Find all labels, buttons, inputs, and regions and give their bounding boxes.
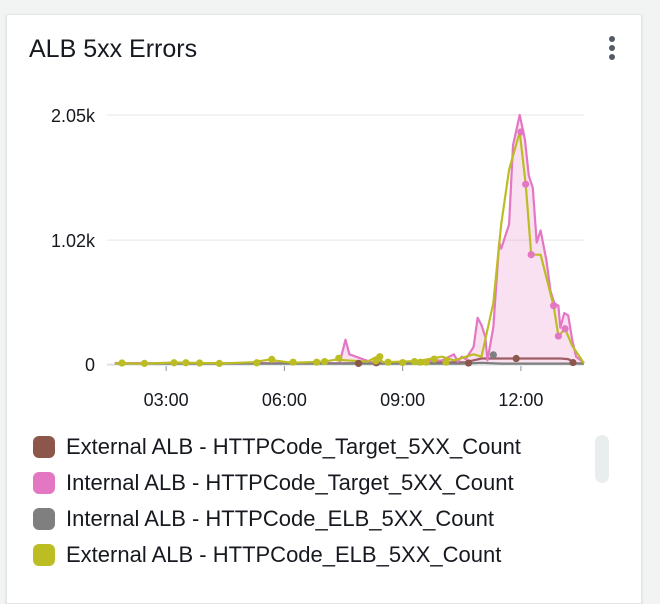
legend-scrollbar[interactable] — [595, 435, 609, 483]
data-point — [464, 359, 473, 367]
chart-plot: 0 1.02k 2.05k 03:00 06:00 09:00 12:00 — [51, 106, 585, 410]
legend-item-external-elb[interactable]: External ALB - HTTPCode_ELB_5XX_Count — [33, 537, 593, 573]
legend-swatch — [33, 544, 55, 566]
legend-swatch — [33, 472, 55, 494]
chart-legend: External ALB - HTTPCode_Target_5XX_Count… — [33, 429, 593, 573]
data-point — [196, 359, 204, 367]
legend-swatch — [33, 508, 55, 530]
legend-label: Internal ALB - HTTPCode_ELB_5XX_Count — [66, 506, 495, 531]
legend-label: External ALB - HTTPCode_Target_5XX_Count — [66, 434, 521, 459]
data-point — [118, 359, 126, 367]
data-point — [182, 359, 190, 367]
widget-title: ALB 5xx Errors — [29, 35, 198, 63]
series-markers — [118, 128, 577, 367]
data-point — [140, 359, 149, 367]
data-point — [215, 359, 223, 367]
data-point — [399, 358, 407, 367]
legend-item-internal-target[interactable]: Internal ALB - HTTPCode_Target_5XX_Count — [33, 465, 593, 501]
data-point — [253, 359, 261, 367]
y-tick-label: 2.05k — [51, 106, 96, 126]
legend-item-internal-elb[interactable]: Internal ALB - HTTPCode_ELB_5XX_Count — [33, 501, 593, 537]
chart-widget: ALB 5xx Errors 0 1.02k 2.05k 03:00 06:00 09:… — [6, 14, 642, 604]
series-line — [114, 130, 585, 365]
y-axis-ticks: 0 1.02k 2.05k — [51, 106, 96, 375]
data-point — [569, 358, 577, 367]
x-tick-label: 09:00 — [380, 390, 425, 410]
legend-item-external-target[interactable]: External ALB - HTTPCode_Target_5XX_Count — [33, 429, 593, 465]
legend-label: Internal ALB - HTTPCode_Target_5XX_Count — [66, 470, 514, 495]
y-tick-label: 1.02k — [51, 231, 96, 251]
data-point — [410, 357, 419, 366]
data-point — [422, 358, 430, 366]
data-point — [430, 355, 438, 363]
data-point — [527, 251, 535, 259]
x-tick-label: 12:00 — [498, 390, 543, 410]
x-tick-label: 03:00 — [144, 390, 189, 410]
y-tick-label: 0 — [85, 355, 95, 375]
legend-swatch — [33, 436, 55, 458]
data-point — [321, 357, 329, 366]
more-vertical-icon[interactable] — [605, 33, 619, 63]
data-point — [416, 358, 425, 366]
data-point — [170, 359, 178, 367]
legend-label: External ALB - HTTPCode_ELB_5XX_Count — [66, 542, 502, 567]
data-point — [512, 354, 520, 363]
data-point — [289, 358, 297, 366]
data-point — [522, 180, 530, 188]
data-point — [554, 332, 562, 340]
data-point — [313, 358, 321, 366]
data-point — [442, 358, 450, 366]
data-point — [335, 354, 343, 362]
data-point — [268, 355, 276, 363]
series-lines — [114, 113, 585, 365]
data-point — [354, 359, 363, 367]
series-area — [114, 115, 585, 364]
data-point — [517, 128, 525, 136]
data-point — [384, 358, 392, 366]
data-point — [561, 325, 569, 333]
x-axis-ticks: 03:00 06:00 09:00 12:00 — [144, 366, 543, 410]
data-point — [550, 302, 558, 310]
x-tick-label: 06:00 — [262, 390, 307, 410]
data-point — [489, 351, 497, 359]
data-point — [376, 353, 384, 361]
